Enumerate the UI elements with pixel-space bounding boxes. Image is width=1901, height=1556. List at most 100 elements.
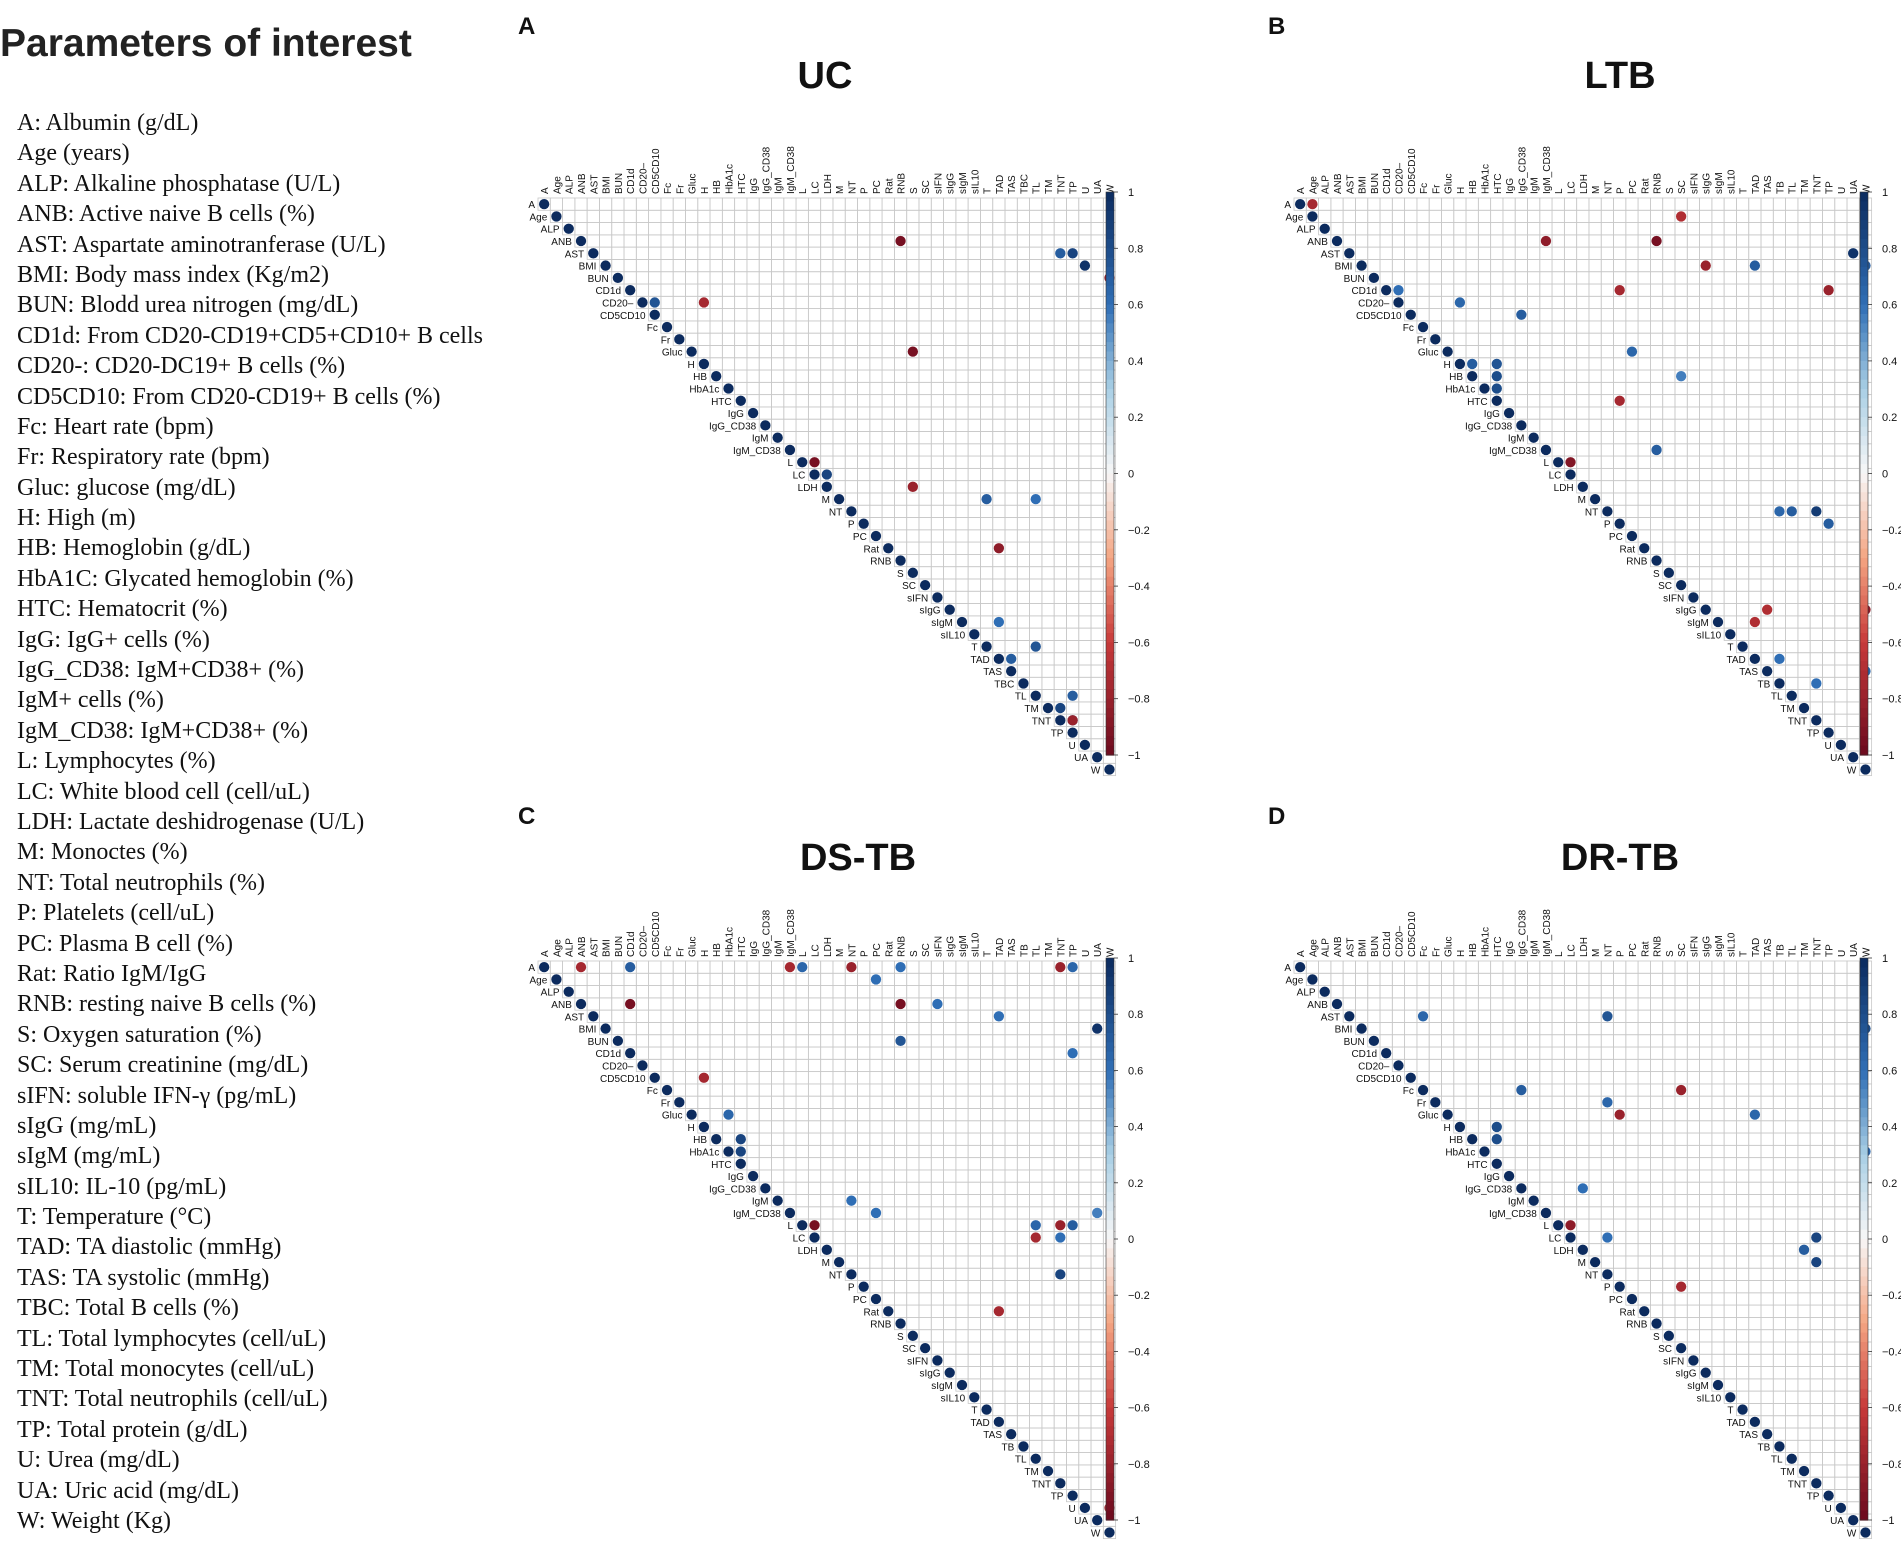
- grid-cell: [881, 1034, 895, 1048]
- grid-cell: [1090, 1452, 1104, 1466]
- grid-cell: [1662, 1157, 1676, 1171]
- grid-cell: [1004, 1366, 1018, 1380]
- grid-cell: [1514, 283, 1528, 297]
- colorbar-segment: [1106, 1126, 1114, 1137]
- grid-cell: [1772, 431, 1787, 445]
- grid-cell: [1785, 394, 1799, 408]
- grid-cell: [930, 517, 944, 531]
- grid-cell: [1416, 197, 1430, 211]
- grid-cell: [1834, 357, 1848, 371]
- grid-cell: [820, 997, 834, 1011]
- grid-cell: [1822, 492, 1836, 506]
- grid-cell: [1686, 578, 1700, 592]
- grid-cell: [1453, 271, 1467, 285]
- grid-cell: [1760, 431, 1774, 445]
- grid-cell: [1441, 308, 1455, 322]
- grid-cell: [1441, 972, 1455, 986]
- diagonal-point: [1503, 407, 1515, 419]
- grid-cell: [1490, 985, 1504, 999]
- grid-cell: [1342, 972, 1356, 986]
- grid-cell: [992, 1230, 1006, 1245]
- grid-cell: [844, 431, 858, 445]
- grid-cell: [918, 197, 932, 211]
- grid-cell: [992, 972, 1006, 986]
- grid-cell: [721, 1132, 736, 1146]
- grid-cell: [894, 1292, 908, 1306]
- grid-cell: [562, 960, 576, 974]
- grid-cell: [881, 1095, 895, 1109]
- grid-cell: [734, 1095, 748, 1109]
- grid-cell: [1650, 308, 1664, 322]
- diagonal-point: [575, 235, 587, 247]
- grid-cell: [1736, 517, 1750, 531]
- correlation-point: [1067, 248, 1078, 259]
- grid-cell: [980, 504, 994, 518]
- grid-cell: [980, 1280, 994, 1294]
- grid-cell: [844, 1157, 858, 1171]
- grid-cell: [918, 1181, 932, 1195]
- grid-cell: [807, 332, 822, 346]
- grid-cell: [1416, 997, 1430, 1011]
- grid-cell: [1637, 517, 1651, 531]
- grid-cell: [1563, 1181, 1578, 1195]
- legend-item: RNB: resting naive B cells (%): [17, 991, 317, 1018]
- correlation-point: [895, 961, 906, 973]
- grid-cell: [1760, 467, 1774, 482]
- grid-cell: [1053, 1071, 1067, 1085]
- colorbar-segment: [1860, 651, 1868, 662]
- grid-cell: [721, 357, 736, 371]
- grid-cell: [1736, 1071, 1750, 1085]
- grid-cell: [1625, 271, 1639, 285]
- diagonal-point: [1067, 727, 1078, 738]
- grid-cell: [1016, 985, 1030, 999]
- grid-cell: [1760, 332, 1774, 346]
- colorbar-segment: [1106, 1510, 1114, 1521]
- grid-cell: [1563, 369, 1578, 383]
- grid-cell: [1041, 381, 1055, 396]
- grid-cell: [1041, 443, 1055, 457]
- grid-cell: [1029, 590, 1043, 604]
- grid-cell: [1016, 1046, 1030, 1060]
- grid-cell: [1588, 222, 1602, 236]
- grid-cell: [1477, 320, 1492, 334]
- grid-cell: [1477, 332, 1492, 346]
- grid-cell: [955, 1341, 969, 1355]
- grid-cell: [943, 590, 957, 604]
- grid-cell: [1053, 1292, 1067, 1306]
- grid-cell: [1004, 1095, 1018, 1109]
- grid-cell: [992, 197, 1006, 211]
- grid-cell: [1699, 1169, 1713, 1183]
- grid-cell: [746, 246, 760, 260]
- grid-cell: [1029, 467, 1043, 482]
- column-label: IgG_CD38: [761, 146, 772, 194]
- grid-cell: [1686, 431, 1700, 445]
- grid-cell: [1090, 676, 1104, 690]
- grid-cell: [746, 1157, 760, 1171]
- grid-cell: [844, 1034, 858, 1048]
- grid-cell: [1090, 1292, 1104, 1306]
- grid-cell: [955, 369, 969, 383]
- row-label: RNB: [1626, 557, 1647, 568]
- grid-cell: [906, 406, 920, 420]
- grid-cell: [881, 997, 895, 1011]
- grid-cell: [1041, 1267, 1055, 1281]
- grid-cell: [992, 332, 1006, 346]
- grid-cell: [894, 357, 908, 371]
- colorbar-segment: [1106, 304, 1114, 315]
- column-label: NT: [847, 944, 858, 957]
- grid-cell: [1846, 357, 1860, 371]
- grid-cell: [771, 997, 785, 1011]
- grid-cell: [1809, 1022, 1823, 1036]
- grid-cell: [857, 369, 871, 383]
- grid-cell: [746, 345, 760, 359]
- grid-cell: [807, 246, 822, 260]
- grid-cell: [758, 357, 772, 371]
- grid-cell: [1078, 640, 1092, 654]
- grid-cell: [1600, 1120, 1614, 1134]
- grid-cell: [1514, 394, 1528, 408]
- grid-cell: [1502, 332, 1516, 346]
- grid-cell: [955, 517, 969, 531]
- grid-cell: [1834, 492, 1848, 506]
- grid-cell: [918, 1095, 932, 1109]
- grid-cell: [943, 1329, 957, 1343]
